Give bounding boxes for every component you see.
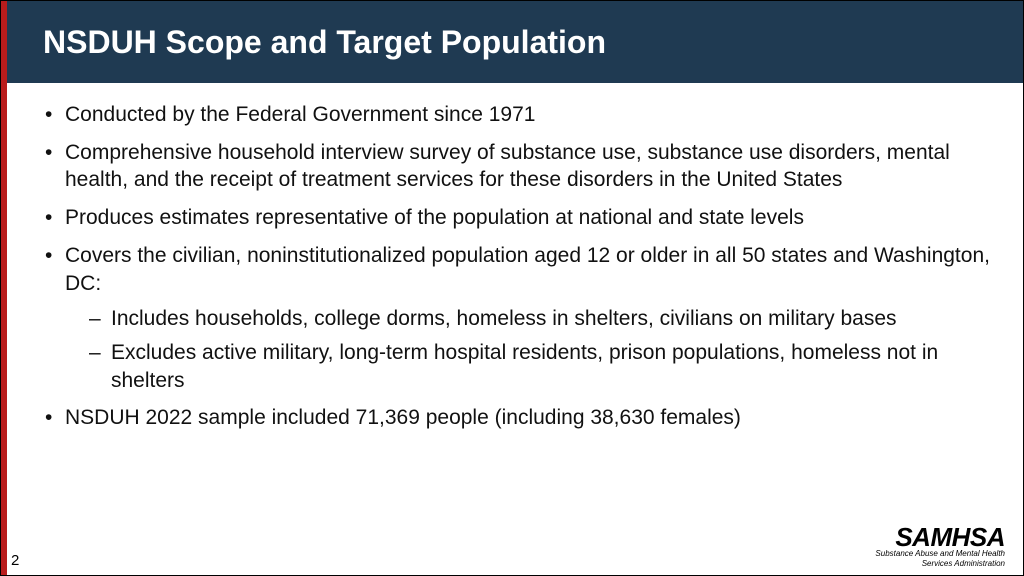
samhsa-logo: SAMHSA Substance Abuse and Mental Health… xyxy=(875,526,1005,569)
logo-tagline-1: Substance Abuse and Mental Health xyxy=(875,550,1005,559)
bullet-list: Conducted by the Federal Government sinc… xyxy=(43,101,993,432)
bullet-item: Produces estimates representative of the… xyxy=(43,204,993,232)
slide-header: NSDUH Scope and Target Population xyxy=(7,1,1023,83)
logo-tagline-2: Services Administration xyxy=(875,560,1005,569)
logo-brand: SAMHSA xyxy=(875,526,1005,549)
bullet-item: Comprehensive household interview survey… xyxy=(43,139,993,194)
bullet-text: Produces estimates representative of the… xyxy=(65,206,804,229)
slide-title: NSDUH Scope and Target Population xyxy=(43,24,606,61)
accent-bar xyxy=(1,1,7,575)
bullet-text: NSDUH 2022 sample included 71,369 people… xyxy=(65,406,741,429)
sub-bullet-list: Includes households, college dorms, home… xyxy=(65,305,993,394)
bullet-item: NSDUH 2022 sample included 71,369 people… xyxy=(43,404,993,432)
bullet-text: Covers the civilian, noninstitutionalize… xyxy=(65,244,990,295)
sub-bullet-item: Includes households, college dorms, home… xyxy=(87,305,993,333)
sub-bullet-text: Includes households, college dorms, home… xyxy=(111,307,897,330)
bullet-text: Comprehensive household interview survey… xyxy=(65,141,950,192)
slide-content: Conducted by the Federal Government sinc… xyxy=(43,101,993,442)
sub-bullet-text: Excludes active military, long-term hosp… xyxy=(111,341,938,392)
bullet-item: Conducted by the Federal Government sinc… xyxy=(43,101,993,129)
bullet-text: Conducted by the Federal Government sinc… xyxy=(65,103,535,126)
bullet-item: Covers the civilian, noninstitutionalize… xyxy=(43,242,993,395)
page-number: 2 xyxy=(11,552,19,569)
slide: NSDUH Scope and Target Population Conduc… xyxy=(0,0,1024,576)
sub-bullet-item: Excludes active military, long-term hosp… xyxy=(87,339,993,394)
